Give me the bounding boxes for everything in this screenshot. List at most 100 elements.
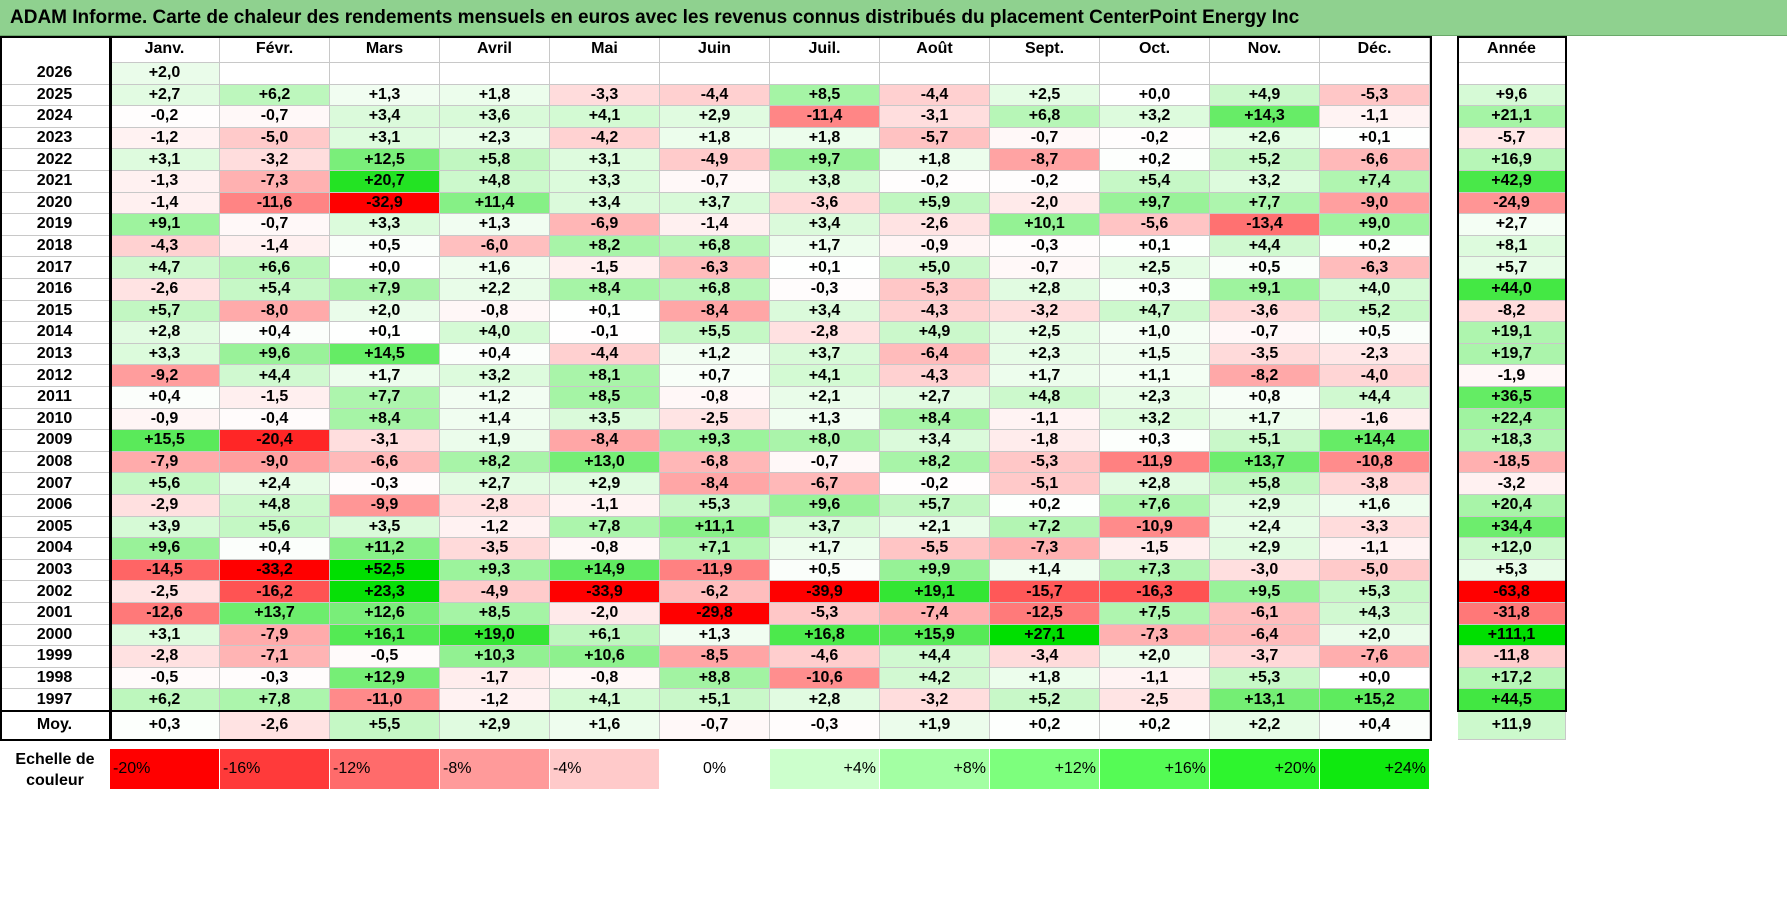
heatmap-cell: -0,2 [990, 171, 1100, 193]
heatmap-cell: +0,4 [440, 343, 550, 366]
heatmap-cell: -1,6 [1320, 408, 1430, 431]
heatmap-cell: -33,9 [550, 581, 660, 603]
heatmap-cell: -15,7 [990, 581, 1100, 603]
heatmap-cell: -2,0 [550, 603, 660, 625]
year-label: 2010 [0, 408, 110, 431]
heatmap-cell: -0,7 [990, 257, 1100, 279]
heatmap-cell: -3,3 [1320, 516, 1430, 539]
heatmap-cell: -16,2 [220, 581, 330, 603]
heatmap-cell: -0,3 [990, 235, 1100, 258]
heatmap-cell: +0,2 [1100, 149, 1210, 171]
heatmap-cell: -7,3 [220, 171, 330, 193]
heatmap-cell: +0,2 [1320, 235, 1430, 258]
year-label: 2007 [0, 473, 110, 495]
average-cell: +0,2 [1100, 711, 1210, 740]
heatmap-cell: +6,2 [220, 84, 330, 107]
heatmap-cell: +11,1 [660, 516, 770, 539]
heatmap-cell: -5,3 [880, 279, 990, 301]
heatmap-cell: +3,2 [1100, 408, 1210, 431]
heatmap-cell: +8,5 [440, 603, 550, 625]
heatmap-cell: +9,6 [220, 343, 330, 366]
heatmap-cell: -8,4 [660, 473, 770, 495]
heatmap-cell: -1,4 [660, 214, 770, 236]
heatmap-cell: +2,3 [440, 127, 550, 150]
heatmap-cell: +4,8 [220, 495, 330, 517]
year-label: 2003 [0, 559, 110, 582]
heatmap-cell: -3,6 [770, 192, 880, 215]
heatmap-cell: +0,2 [990, 495, 1100, 517]
heatmap-cell: -3,1 [880, 106, 990, 128]
year-label: 2005 [0, 516, 110, 539]
annual-cell: +19,7 [1458, 343, 1566, 366]
heatmap-cell: +4,2 [880, 667, 990, 690]
column-header: Janv. [110, 36, 220, 63]
heatmap-cell: +14,4 [1320, 430, 1430, 452]
annual-cell: +8,1 [1458, 235, 1566, 258]
heatmap-cell: +1,6 [1320, 495, 1430, 517]
annual-cell: +5,7 [1458, 257, 1566, 279]
annual-cell: -1,9 [1458, 365, 1566, 387]
heatmap-cell: -4,2 [550, 127, 660, 150]
heatmap-cell: +2,5 [1100, 257, 1210, 279]
heatmap-cell: +3,3 [550, 171, 660, 193]
heatmap-cell: +0,7 [660, 365, 770, 387]
heatmap-cell: +3,5 [550, 408, 660, 431]
heatmap-cell: +15,9 [880, 624, 990, 647]
year-label: 2022 [0, 149, 110, 171]
column-header: Août [880, 36, 990, 63]
heatmap-cell: -1,4 [220, 235, 330, 258]
annual-cell: -11,8 [1458, 646, 1566, 668]
heatmap-cell: +1,3 [330, 84, 440, 107]
heatmap-cell: +9,0 [1320, 214, 1430, 236]
heatmap-cell: -0,2 [110, 106, 220, 128]
heatmap-cell: -1,3 [110, 171, 220, 193]
heatmap-cell: -29,8 [660, 603, 770, 625]
heatmap-cell: +2,1 [880, 516, 990, 539]
heatmap-cell: +6,8 [660, 279, 770, 301]
heatmap-cell: +4,4 [220, 365, 330, 387]
column-header: Juil. [770, 36, 880, 63]
heatmap-cell: +1,7 [1210, 408, 1320, 431]
heatmap-cell: -8,4 [660, 300, 770, 323]
year-label: 2018 [0, 235, 110, 258]
heatmap-cell: -2,3 [1320, 343, 1430, 366]
heatmap-cell: +10,6 [550, 646, 660, 668]
heatmap-cell: +0,4 [110, 387, 220, 409]
column-header: Déc. [1320, 36, 1430, 63]
heatmap-cell: +6,8 [660, 235, 770, 258]
heatmap-cell: +7,2 [990, 516, 1100, 539]
heatmap-cell: +4,8 [440, 171, 550, 193]
year-label: 2021 [0, 171, 110, 193]
heatmap-cell: +12,5 [330, 149, 440, 171]
heatmap-cell: +8,0 [770, 430, 880, 452]
heatmap-cell: +2,9 [550, 473, 660, 495]
heatmap-cell: +1,7 [770, 235, 880, 258]
heatmap-cell: +4,4 [880, 646, 990, 668]
year-label: 2001 [0, 603, 110, 625]
heatmap-cell: +2,8 [1100, 473, 1210, 495]
heatmap-cell: +5,8 [440, 149, 550, 171]
heatmap-cell: +3,8 [770, 171, 880, 193]
heatmap-cell: +14,9 [550, 559, 660, 582]
heatmap-cell: -5,1 [990, 473, 1100, 495]
heatmap-cell: +1,3 [770, 408, 880, 431]
heatmap-cell: -11,9 [1100, 451, 1210, 474]
heatmap-cell: +3,7 [770, 343, 880, 366]
heatmap-cell: +7,9 [330, 279, 440, 301]
heatmap-cell: +16,8 [770, 624, 880, 647]
heatmap-cell: +3,4 [330, 106, 440, 128]
year-label: 2009 [0, 430, 110, 452]
heatmap-cell: +2,8 [110, 322, 220, 344]
annual-cell: +44,5 [1458, 689, 1566, 711]
average-cell: +2,9 [440, 711, 550, 740]
heatmap-cell: -8,0 [220, 300, 330, 323]
heatmap-cell: +4,1 [550, 106, 660, 128]
heatmap-cell [220, 63, 330, 85]
color-scale-step: +4% [770, 749, 880, 789]
heatmap-cell: +1,7 [990, 365, 1100, 387]
heatmap-cell [880, 63, 990, 85]
heatmap-cell: +0,4 [220, 538, 330, 560]
heatmap-cell: -10,9 [1100, 516, 1210, 539]
heatmap-cell: +3,4 [770, 214, 880, 236]
heatmap-cell: -33,2 [220, 559, 330, 582]
